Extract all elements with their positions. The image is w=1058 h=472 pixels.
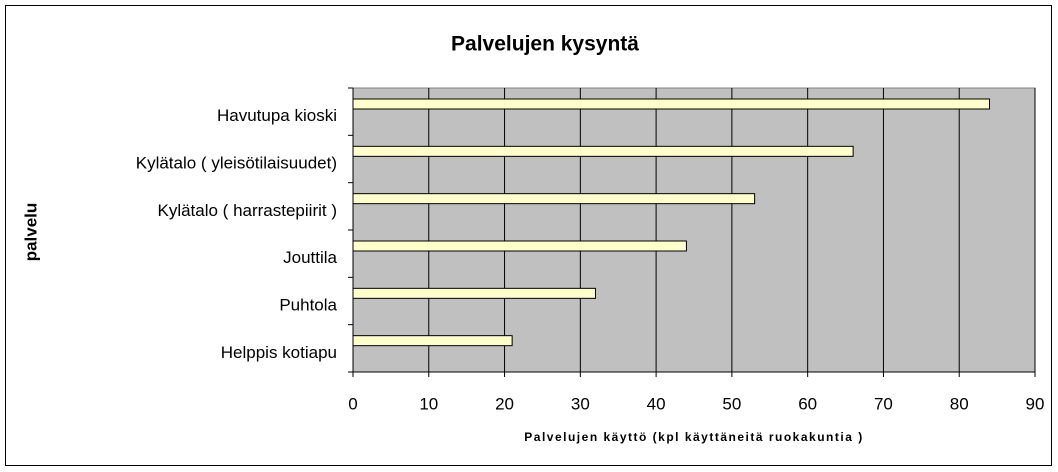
- bar: [352, 287, 596, 299]
- y-tick-label: Puhtola: [279, 295, 337, 314]
- x-tick-label: 90: [1026, 394, 1045, 413]
- y-axis-title: palvelu: [21, 203, 40, 262]
- x-tick-label: 30: [571, 394, 590, 413]
- x-tick-label: 50: [722, 394, 741, 413]
- bar: [352, 145, 854, 157]
- x-tick-label: 10: [419, 394, 438, 413]
- bar: [352, 193, 756, 205]
- chart-title: Palvelujen kysyntä: [451, 33, 639, 56]
- x-tick-label: 70: [874, 394, 893, 413]
- bar: [352, 335, 513, 347]
- x-tick-label: 80: [950, 394, 969, 413]
- x-tick-label: 0: [348, 394, 357, 413]
- y-tick-label: Kylätalo ( yleisötilaisuudet): [136, 153, 337, 172]
- x-axis-title: Palvelujen käyttö (kpl käyttäneitä ruoka…: [524, 430, 863, 444]
- plot-area: [352, 87, 1036, 373]
- x-tick-label: 60: [798, 394, 817, 413]
- y-tick-label: Jouttila: [283, 248, 337, 267]
- y-tick-label: Kylätalo ( harrastepiirit ): [157, 201, 337, 220]
- x-tick-label: 40: [647, 394, 666, 413]
- bar: [352, 240, 687, 252]
- y-tick-label: Havutupa kioski: [217, 106, 337, 125]
- bar: [352, 98, 991, 110]
- x-tick-label: 20: [495, 394, 514, 413]
- y-tick-label: Helppis kotiapu: [221, 343, 337, 362]
